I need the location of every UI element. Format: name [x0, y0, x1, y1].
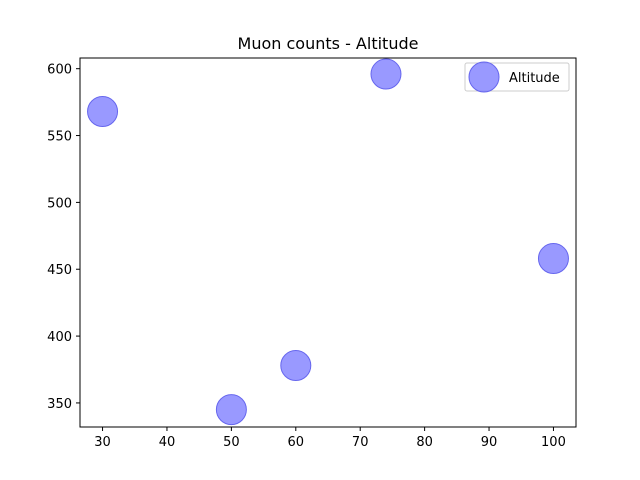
x-tick-label: 90 [481, 435, 498, 450]
x-tick-label: 80 [416, 435, 433, 450]
data-point [537, 243, 569, 275]
data-point [215, 394, 247, 426]
y-tick-label: 600 [47, 63, 72, 78]
data-point [280, 350, 312, 381]
axes-frame [79, 57, 577, 428]
y-tick-label: 550 [47, 130, 72, 145]
y-tick-label: 500 [47, 196, 72, 211]
x-tick-label: 60 [288, 435, 305, 450]
x-tick-label: 100 [541, 435, 566, 450]
y-tick-label: 450 [47, 263, 72, 278]
y-tick-label: 350 [47, 397, 72, 412]
legend-marker [468, 61, 500, 93]
data-point [87, 95, 119, 127]
data-point [370, 58, 402, 90]
y-tick-label: 400 [47, 330, 72, 345]
chart-title: Muon counts - Altitude [238, 34, 419, 53]
legend-label: Altitude [509, 71, 560, 86]
x-tick-label: 30 [94, 435, 111, 450]
x-tick-label: 70 [352, 435, 369, 450]
x-tick-label: 40 [159, 435, 176, 450]
plot-area: 30 40 50 60 70 80 90 100 350 400 450 500 550 600 Altit… [47, 57, 577, 450]
x-tick-label: 50 [223, 435, 240, 450]
